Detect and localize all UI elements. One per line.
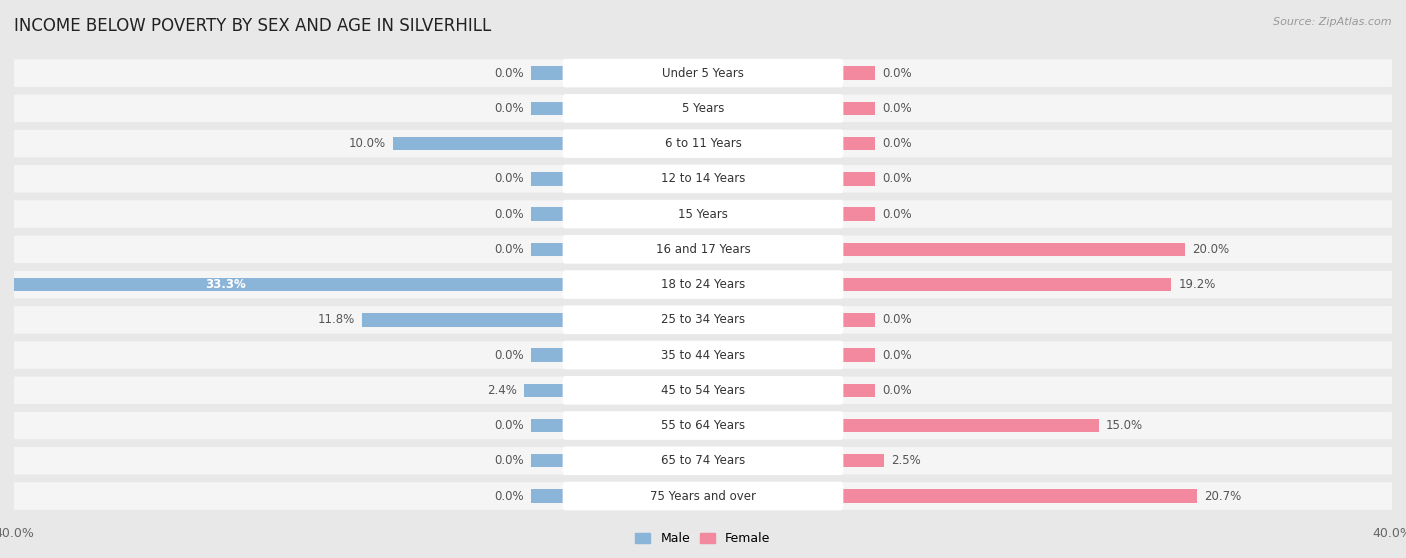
FancyBboxPatch shape	[562, 94, 844, 123]
Text: 15.0%: 15.0%	[1107, 419, 1143, 432]
FancyBboxPatch shape	[14, 235, 1392, 263]
FancyBboxPatch shape	[14, 59, 1392, 87]
Bar	[841, 172, 875, 186]
Text: 0.0%: 0.0%	[882, 349, 911, 362]
FancyBboxPatch shape	[14, 412, 1392, 439]
Bar	[841, 383, 875, 397]
FancyBboxPatch shape	[562, 165, 844, 193]
Bar	[531, 208, 565, 221]
Text: 0.0%: 0.0%	[495, 66, 524, 80]
Bar	[531, 419, 565, 432]
Text: 0.0%: 0.0%	[882, 314, 911, 326]
FancyBboxPatch shape	[14, 271, 1392, 299]
Bar	[531, 66, 565, 80]
Bar	[531, 348, 565, 362]
Text: 65 to 74 Years: 65 to 74 Years	[661, 454, 745, 467]
FancyBboxPatch shape	[14, 200, 1392, 228]
Bar	[531, 454, 565, 468]
Text: 0.0%: 0.0%	[495, 102, 524, 115]
Bar	[841, 66, 875, 80]
Bar	[392, 137, 565, 150]
FancyBboxPatch shape	[562, 341, 844, 369]
FancyBboxPatch shape	[14, 306, 1392, 334]
Text: 0.0%: 0.0%	[882, 208, 911, 220]
Bar	[0, 278, 565, 291]
Bar	[841, 348, 875, 362]
FancyBboxPatch shape	[14, 447, 1392, 474]
Text: 0.0%: 0.0%	[495, 489, 524, 503]
FancyBboxPatch shape	[14, 341, 1392, 369]
FancyBboxPatch shape	[562, 376, 844, 405]
Bar	[841, 278, 1171, 291]
Text: 0.0%: 0.0%	[882, 137, 911, 150]
Text: 0.0%: 0.0%	[495, 172, 524, 185]
Bar	[531, 102, 565, 115]
Text: 18 to 24 Years: 18 to 24 Years	[661, 278, 745, 291]
Text: 0.0%: 0.0%	[495, 243, 524, 256]
Text: 2.4%: 2.4%	[486, 384, 517, 397]
Bar	[841, 208, 875, 221]
Text: 11.8%: 11.8%	[318, 314, 356, 326]
Text: 75 Years and over: 75 Years and over	[650, 489, 756, 503]
Text: 5 Years: 5 Years	[682, 102, 724, 115]
FancyBboxPatch shape	[562, 235, 844, 264]
FancyBboxPatch shape	[14, 377, 1392, 404]
Text: 0.0%: 0.0%	[882, 66, 911, 80]
Text: 10.0%: 10.0%	[349, 137, 387, 150]
Bar	[841, 102, 875, 115]
Bar	[841, 454, 884, 468]
Bar	[361, 313, 565, 326]
Text: 0.0%: 0.0%	[495, 208, 524, 220]
FancyBboxPatch shape	[14, 482, 1392, 510]
FancyBboxPatch shape	[562, 200, 844, 228]
Text: 6 to 11 Years: 6 to 11 Years	[665, 137, 741, 150]
FancyBboxPatch shape	[562, 305, 844, 334]
Bar	[531, 489, 565, 503]
Text: 15 Years: 15 Years	[678, 208, 728, 220]
Text: 20.7%: 20.7%	[1204, 489, 1241, 503]
FancyBboxPatch shape	[562, 59, 844, 88]
Text: 0.0%: 0.0%	[495, 419, 524, 432]
Text: 0.0%: 0.0%	[495, 454, 524, 467]
Text: INCOME BELOW POVERTY BY SEX AND AGE IN SILVERHILL: INCOME BELOW POVERTY BY SEX AND AGE IN S…	[14, 17, 491, 35]
Text: 12 to 14 Years: 12 to 14 Years	[661, 172, 745, 185]
Bar	[841, 313, 875, 326]
Text: 25 to 34 Years: 25 to 34 Years	[661, 314, 745, 326]
FancyBboxPatch shape	[562, 446, 844, 475]
FancyBboxPatch shape	[14, 95, 1392, 122]
Text: 16 and 17 Years: 16 and 17 Years	[655, 243, 751, 256]
Text: 35 to 44 Years: 35 to 44 Years	[661, 349, 745, 362]
Text: Source: ZipAtlas.com: Source: ZipAtlas.com	[1274, 17, 1392, 27]
FancyBboxPatch shape	[562, 411, 844, 440]
Text: 2.5%: 2.5%	[891, 454, 921, 467]
Bar	[841, 137, 875, 150]
FancyBboxPatch shape	[562, 270, 844, 299]
Text: 33.3%: 33.3%	[205, 278, 246, 291]
Text: 45 to 54 Years: 45 to 54 Years	[661, 384, 745, 397]
Text: 0.0%: 0.0%	[882, 102, 911, 115]
Bar	[524, 383, 565, 397]
Text: 0.0%: 0.0%	[495, 349, 524, 362]
FancyBboxPatch shape	[14, 130, 1392, 157]
Text: 19.2%: 19.2%	[1178, 278, 1216, 291]
Text: Under 5 Years: Under 5 Years	[662, 66, 744, 80]
Text: 55 to 64 Years: 55 to 64 Years	[661, 419, 745, 432]
Bar	[531, 172, 565, 186]
Text: 0.0%: 0.0%	[882, 172, 911, 185]
Text: 20.0%: 20.0%	[1192, 243, 1229, 256]
Bar	[531, 243, 565, 256]
Bar	[841, 419, 1099, 432]
Bar	[841, 489, 1198, 503]
FancyBboxPatch shape	[562, 129, 844, 158]
Legend: Male, Female: Male, Female	[630, 527, 776, 550]
Text: 0.0%: 0.0%	[882, 384, 911, 397]
FancyBboxPatch shape	[14, 165, 1392, 193]
FancyBboxPatch shape	[562, 482, 844, 511]
Bar	[841, 243, 1185, 256]
